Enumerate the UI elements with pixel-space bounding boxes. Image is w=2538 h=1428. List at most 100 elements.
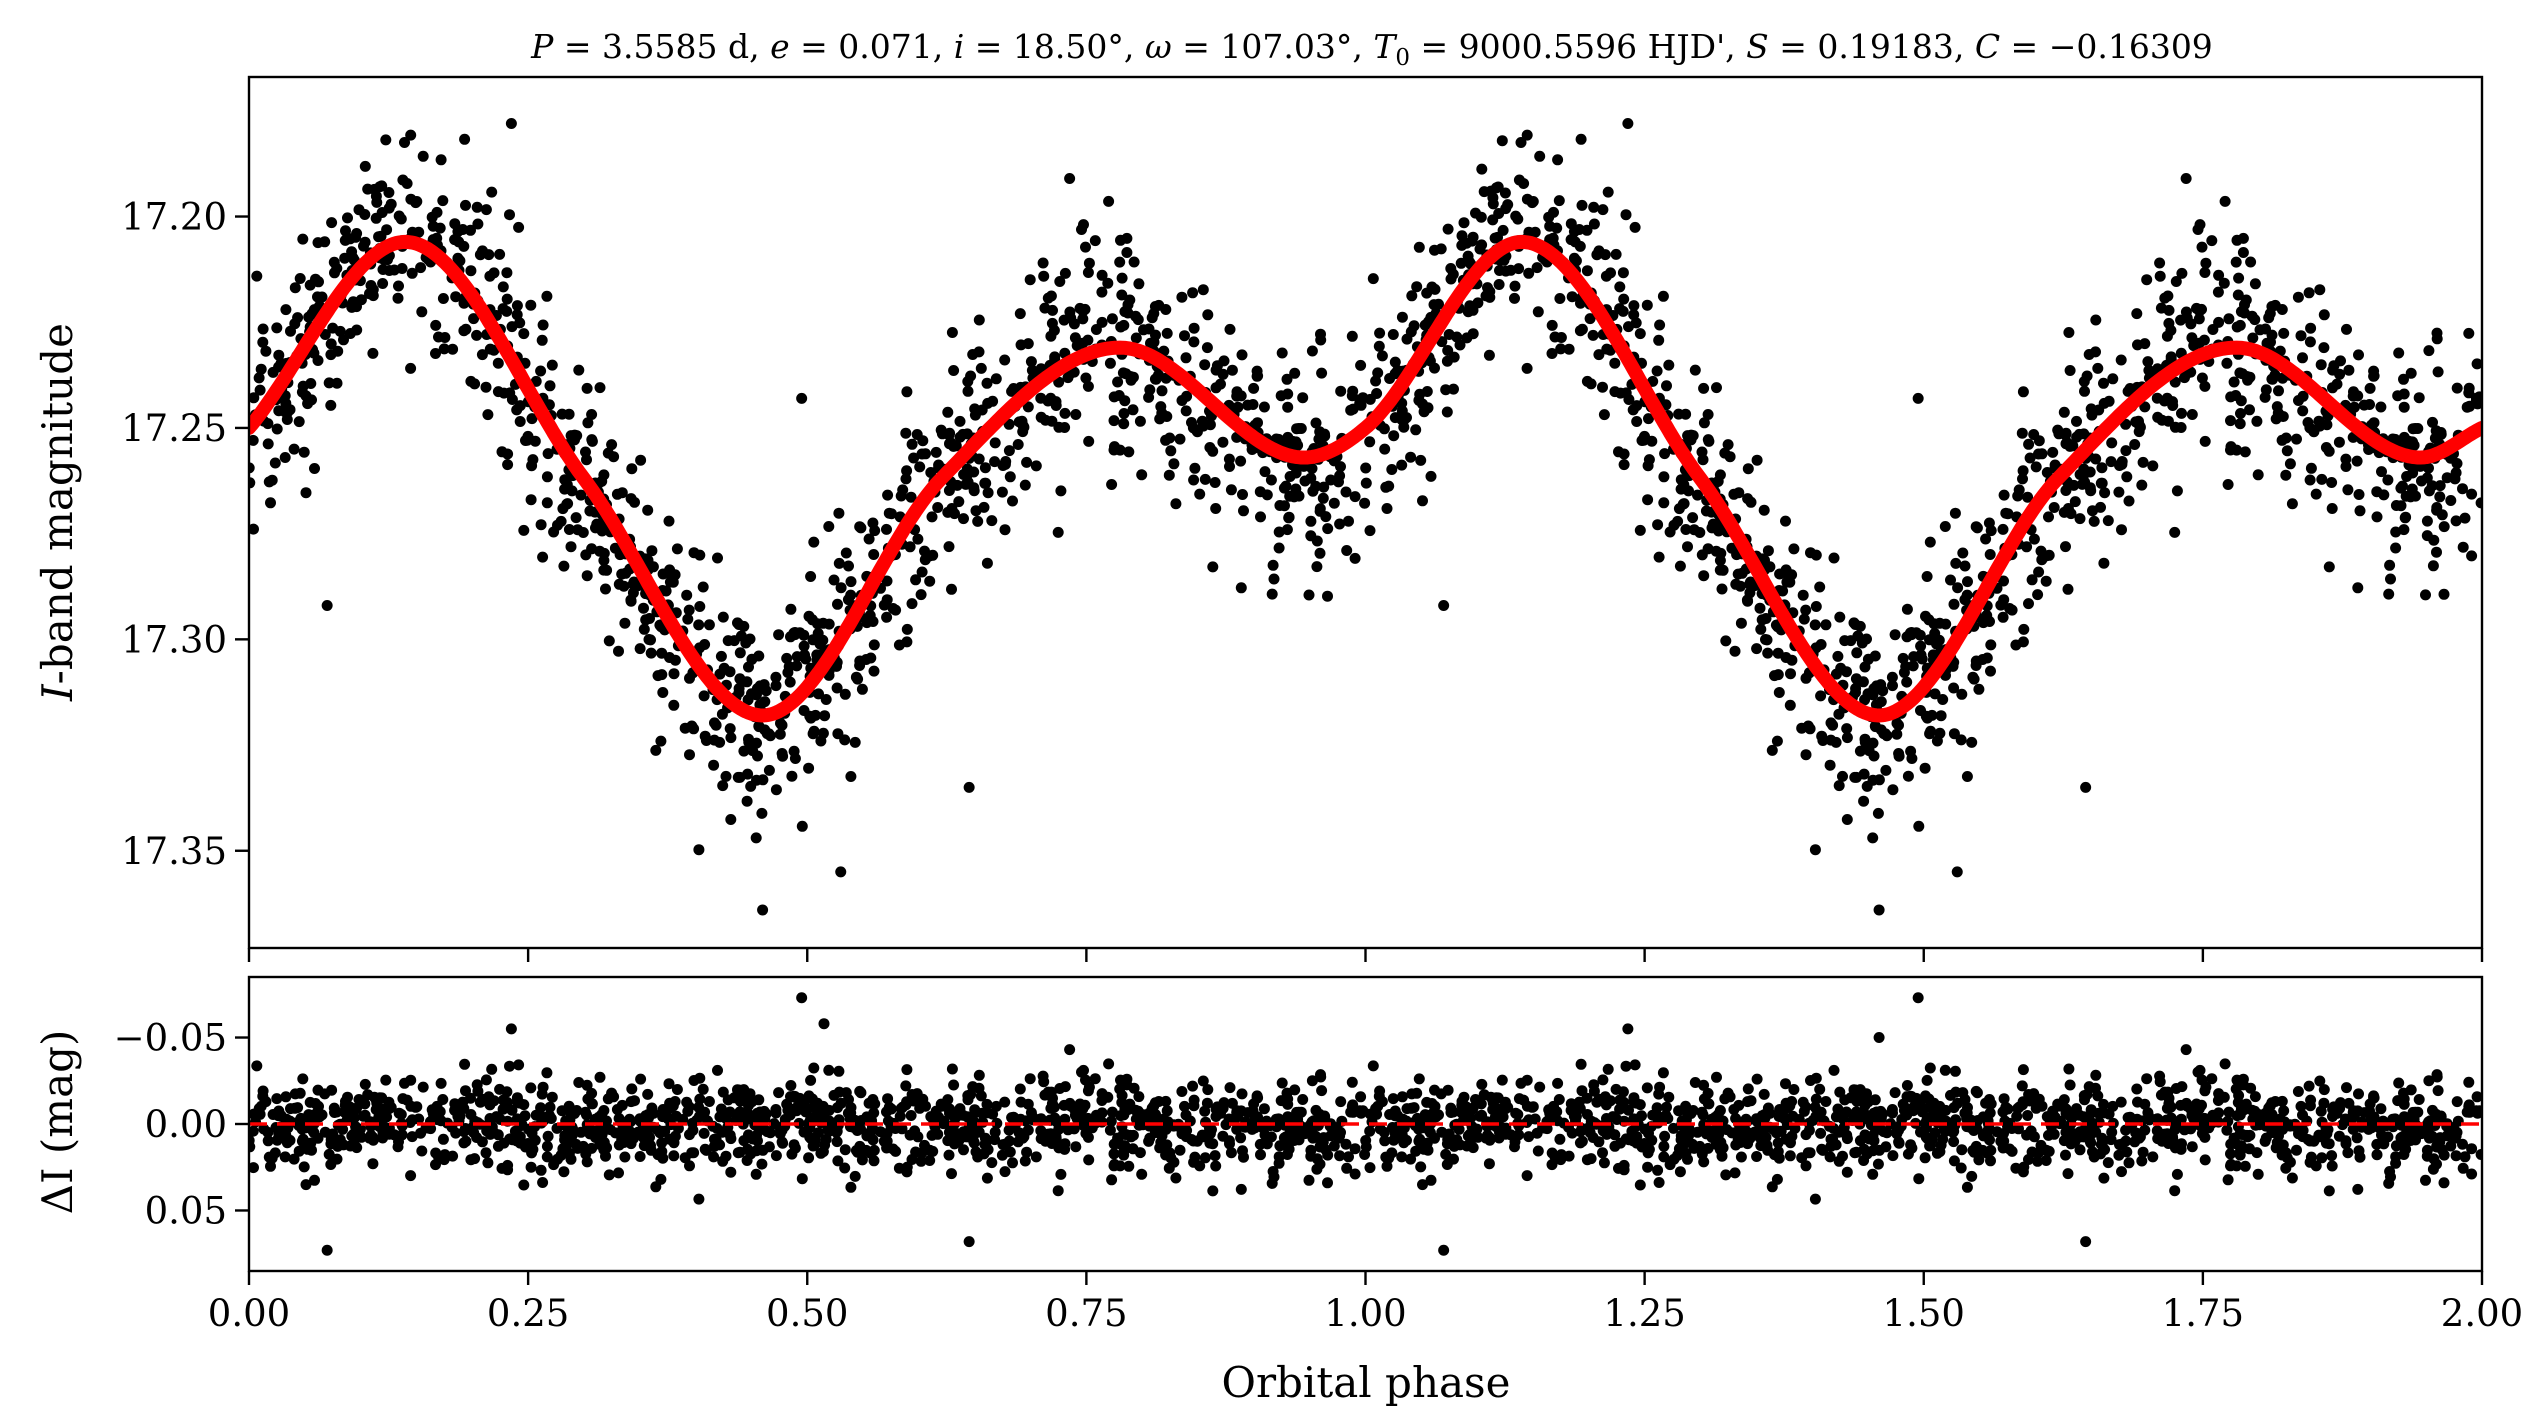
light-curve-point (881, 575, 893, 587)
light-curve-point (253, 372, 265, 384)
light-curve-point (249, 462, 255, 474)
residual-point (1862, 1110, 1874, 1122)
light-curve-point (796, 820, 808, 832)
light-curve-point (694, 601, 706, 612)
light-curve-point (2087, 505, 2098, 517)
residual-point (1070, 1141, 1082, 1153)
light-curve-point (1360, 462, 1372, 474)
light-curve-point (911, 429, 923, 440)
light-curve-point (1997, 611, 2009, 623)
light-curve-point (2159, 395, 2170, 407)
light-curve-point (565, 430, 577, 442)
light-curve-point (2451, 382, 2463, 394)
light-curve-point (1275, 390, 1287, 402)
residual-point (1483, 1158, 1495, 1170)
residual-point (1828, 1064, 1840, 1076)
light-curve-point (1547, 232, 1559, 244)
light-curve-point (1923, 614, 1935, 626)
light-curve-point (1950, 557, 1962, 569)
residual-point (1955, 1162, 1967, 1174)
residual-point (1683, 1123, 1695, 1135)
residual-point (518, 1179, 530, 1191)
light-curve-point (916, 566, 928, 578)
residual-point (380, 1074, 392, 1086)
light-curve-point (820, 694, 832, 705)
residual-point (1207, 1138, 1219, 1150)
light-curve-point (471, 329, 483, 341)
light-curve-point (1417, 495, 1428, 507)
light-curve-point (1531, 262, 1543, 274)
residual-point (901, 1064, 913, 1076)
residual-point (684, 1160, 695, 1172)
residual-point (1467, 1102, 1479, 1114)
residual-point (798, 1095, 810, 1107)
light-curve-point (2162, 415, 2174, 427)
residual-point (1628, 1113, 1640, 1125)
residual-point (1275, 1095, 1287, 1107)
light-curve-point (269, 457, 281, 469)
residual-point (1381, 1160, 1393, 1172)
residual-point (635, 1073, 647, 1085)
light-curve-point (1108, 444, 1120, 456)
light-curve-point (434, 222, 446, 234)
residual-point (319, 1088, 331, 1100)
residual-point (525, 1082, 537, 1094)
residual-point (2222, 1174, 2234, 1186)
light-curve-point (805, 571, 817, 582)
residual-point (2340, 1138, 2352, 1150)
residual-point (1236, 1088, 1248, 1100)
light-curve-point (1322, 523, 1334, 535)
residual-point (924, 1144, 936, 1156)
light-curve-point (914, 461, 926, 473)
light-curve-point (2188, 340, 2200, 352)
light-curve-point (1980, 533, 1992, 545)
residual-point (458, 1137, 470, 1149)
light-curve-point (882, 489, 894, 501)
residual-point (1458, 1091, 1470, 1103)
light-curve-point (895, 490, 907, 502)
light-curve-point (989, 437, 1001, 449)
residual-point (967, 1081, 979, 1093)
light-curve-point (946, 503, 958, 514)
residual-point (2249, 1091, 2261, 1103)
light-curve-point (1902, 770, 1914, 782)
light-curve-point (784, 676, 796, 688)
residual-point (285, 1103, 296, 1115)
light-curve-point (775, 717, 786, 729)
light-curve-point (667, 576, 679, 588)
light-curve-points (249, 118, 2482, 916)
light-curve-point (954, 415, 966, 427)
residual-point (575, 1126, 587, 1138)
residual-point (1149, 1097, 1161, 1109)
light-curve-point (1197, 420, 1209, 432)
residual-point (1887, 1107, 1898, 1119)
residual-outlier-point (2180, 1044, 2192, 1056)
residual-point (1116, 1090, 1128, 1101)
residual-point (1762, 1102, 1774, 1114)
light-curve-point (1509, 280, 1521, 292)
light-curve-point (2186, 409, 2198, 420)
light-curve-point (452, 252, 464, 264)
residual-point (1071, 1113, 1083, 1125)
light-curve-point (1314, 547, 1326, 559)
residual-point (2254, 1109, 2266, 1121)
light-curve-point (1841, 814, 1853, 825)
residual-point (1238, 1151, 1249, 1163)
residual-point (544, 1101, 556, 1113)
light-curve-point (2266, 373, 2278, 385)
light-curve-point (868, 665, 880, 677)
light-curve-point (1971, 655, 1982, 667)
residual-point (484, 1099, 496, 1111)
residual-point (1607, 1111, 1619, 1123)
light-curve-point (1830, 736, 1842, 748)
residual-point (2064, 1079, 2076, 1091)
residual-point (1414, 1133, 1426, 1145)
residual-point (999, 1166, 1011, 1178)
residual-point (2238, 1104, 2250, 1116)
light-curve-point (1634, 524, 1646, 536)
light-curve-point (1355, 359, 1367, 371)
residual-point (2384, 1166, 2396, 1177)
residual-point (293, 1120, 305, 1131)
light-curve-point (1050, 400, 1062, 411)
light-curve-point (935, 424, 947, 436)
